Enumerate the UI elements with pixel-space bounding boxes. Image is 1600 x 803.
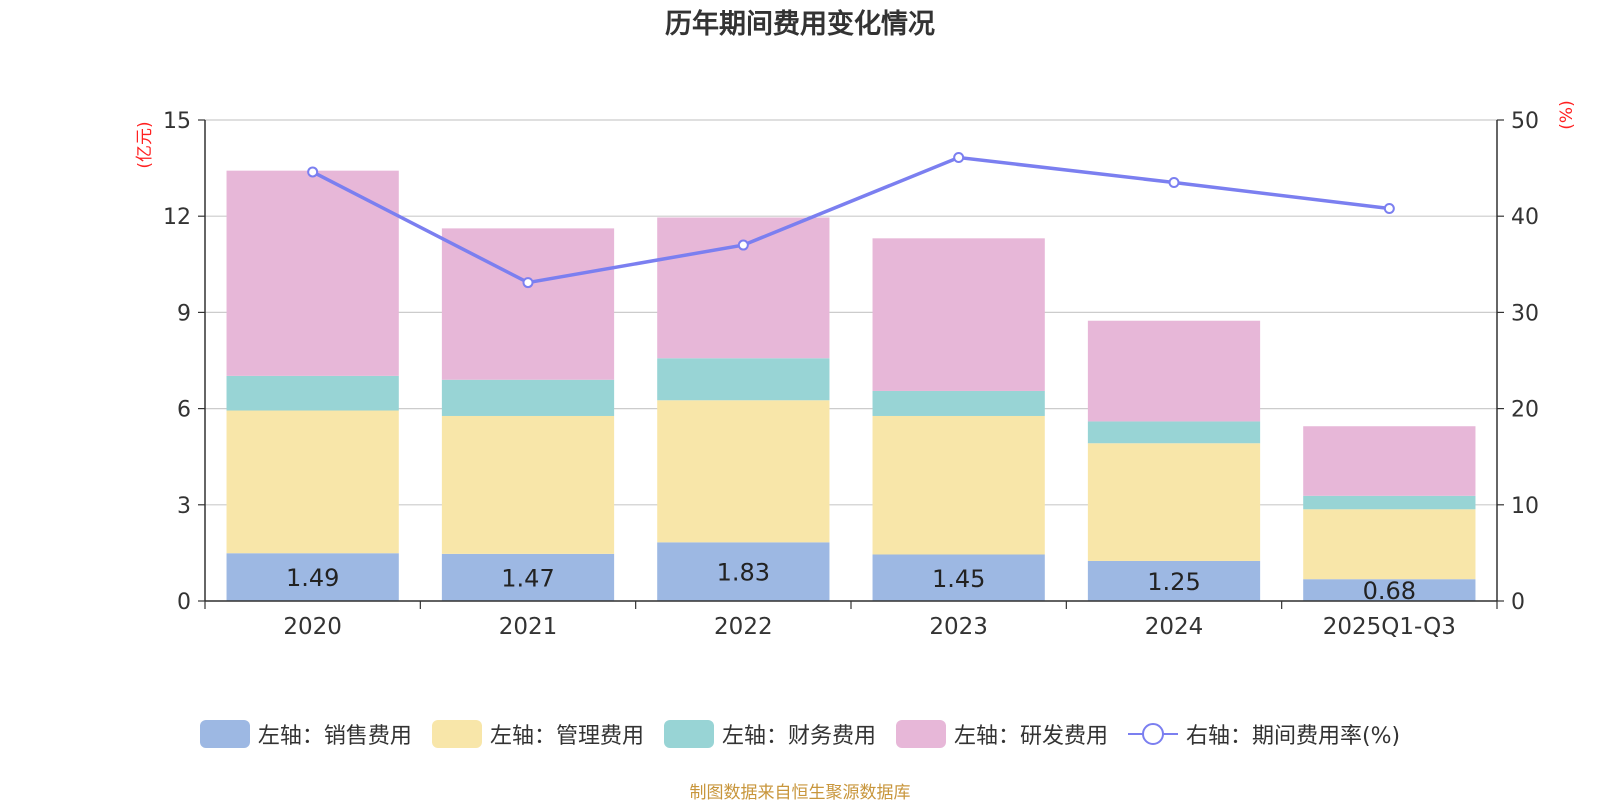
rate-point: [1383, 203, 1395, 215]
legend-item-finance[interactable]: 左轴：财务费用: [663, 718, 876, 750]
bar-data-label: 1.47: [501, 564, 554, 592]
bar-segment-0: [1303, 579, 1476, 601]
rate-point: [1168, 177, 1180, 189]
bar-segment-1: [226, 410, 399, 554]
legend-item-sales[interactable]: 左轴：销售费用: [199, 718, 412, 750]
right-axis-unit: (%): [1557, 100, 1577, 129]
legend-swatch-sales: [199, 720, 250, 748]
legend-label-sales: 左轴：销售费用: [257, 724, 412, 749]
right-tick-label: 10: [1511, 494, 1539, 519]
left-tick-label: 3: [177, 494, 191, 519]
bar-segment-3: [226, 170, 399, 376]
right-tick-label: 40: [1511, 205, 1539, 230]
right-tick-label: 0: [1511, 590, 1525, 615]
rate-line: [311, 155, 1390, 285]
bar-segment-1: [657, 400, 830, 543]
legend-item-rnd[interactable]: 左轴：研发费用: [895, 718, 1108, 750]
left-axis-unit: (亿元): [135, 121, 155, 168]
right-tick-label: 30: [1511, 301, 1539, 326]
left-tick-label: 12: [163, 205, 191, 230]
legend-swatch-finance: [663, 720, 714, 748]
legend-label-admin: 左轴：管理费用: [489, 724, 644, 749]
left-tick-label: 9: [177, 301, 191, 326]
bar-segment-2: [1087, 421, 1261, 444]
rate-point: [953, 152, 965, 164]
legend-swatch-rnd: [895, 720, 946, 748]
bar-data-label: 1.83: [717, 559, 770, 587]
x-tick-label: 2024: [1145, 614, 1204, 640]
bar-segment-0: [1087, 560, 1261, 601]
x-tick-label: 2020: [283, 614, 342, 640]
chart-title: 历年期间费用变化情况: [665, 9, 935, 40]
x-tick-label: 2023: [929, 614, 988, 640]
rate-point: [522, 277, 534, 289]
right-tick-label: 20: [1511, 398, 1539, 423]
bar-segment-2: [441, 379, 615, 416]
bar-segment-0: [226, 553, 399, 601]
rate-point: [307, 166, 319, 178]
legend-label-finance: 左轴：财务费用: [721, 724, 876, 749]
bar-data-label: 1.49: [286, 564, 339, 592]
bar-segment-1: [1087, 443, 1261, 561]
chart-plot: 0 3 6 9 12 15 0 10 20 30 40 50 (亿元) (%) 1.49 1.47 1.83 1.…: [135, 100, 1577, 640]
bar-data-label: 1.25: [1147, 568, 1200, 596]
x-tick-label: 2025Q1-Q3: [1323, 614, 1456, 640]
bar-segment-2: [226, 375, 399, 411]
bar-segment-0: [441, 553, 615, 601]
left-tick-label: 15: [163, 109, 191, 134]
bar-segment-1: [1303, 509, 1476, 580]
x-tick-label: 2021: [499, 614, 558, 640]
bar-segment-3: [1087, 320, 1261, 422]
legend-swatch-admin: [431, 720, 482, 748]
legend-item-admin[interactable]: 左轴：管理费用: [431, 718, 644, 750]
bar-segment-2: [1303, 495, 1476, 510]
legend-line-marker-icon: [1127, 723, 1178, 745]
legend: 左轴：销售费用 左轴：管理费用 左轴：财务费用 左轴：研发费用 右轴：期间费用率…: [0, 718, 1600, 750]
left-tick-label: 0: [177, 590, 191, 615]
bar-segment-1: [872, 415, 1045, 555]
legend-item-rate[interactable]: 右轴：期间费用率(%): [1127, 718, 1401, 750]
bar-segment-0: [657, 542, 830, 601]
bar-segment-3: [1303, 426, 1476, 496]
bar-data-label: 1.45: [932, 565, 985, 593]
source-note: 制图数据来自恒生聚源数据库: [689, 783, 911, 803]
bar-segment-3: [872, 238, 1045, 391]
bar-segment-2: [872, 390, 1045, 416]
bar-segment-2: [657, 358, 830, 401]
rate-point: [737, 239, 749, 251]
bar-segment-3: [657, 217, 830, 359]
legend-label-rate: 右轴：期间费用率(%): [1185, 724, 1401, 749]
x-tick-label: 2022: [714, 614, 773, 640]
legend-label-rnd: 左轴：研发费用: [953, 724, 1108, 749]
bar-segment-0: [872, 554, 1045, 601]
left-tick-label: 6: [177, 398, 191, 423]
right-tick-label: 50: [1511, 109, 1539, 134]
bar-segment-1: [441, 415, 615, 554]
